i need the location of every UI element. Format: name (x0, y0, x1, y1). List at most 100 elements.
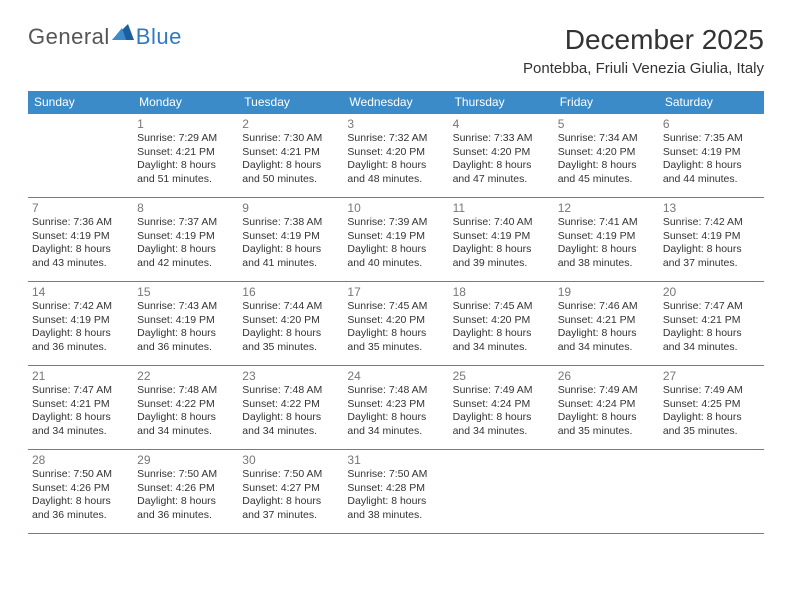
day-number: 3 (347, 117, 444, 131)
calendar-day-cell: 6Sunrise: 7:35 AMSunset: 4:19 PMDaylight… (659, 114, 764, 198)
sunset-line: Sunset: 4:20 PM (558, 146, 655, 160)
weekday-header: Saturday (659, 91, 764, 114)
daylight-line: Daylight: 8 hours and 48 minutes. (347, 159, 444, 186)
sunrise-line: Sunrise: 7:49 AM (663, 384, 760, 398)
calendar-day-cell: 21Sunrise: 7:47 AMSunset: 4:21 PMDayligh… (28, 366, 133, 450)
daylight-line: Daylight: 8 hours and 37 minutes. (663, 243, 760, 270)
daylight-line: Daylight: 8 hours and 36 minutes. (32, 327, 129, 354)
daylight-line: Daylight: 8 hours and 44 minutes. (663, 159, 760, 186)
sunset-line: Sunset: 4:20 PM (347, 314, 444, 328)
day-number: 20 (663, 285, 760, 299)
sunset-line: Sunset: 4:21 PM (137, 146, 234, 160)
daylight-line: Daylight: 8 hours and 34 minutes. (453, 327, 550, 354)
sunset-line: Sunset: 4:27 PM (242, 482, 339, 496)
weekday-header: Monday (133, 91, 238, 114)
sunrise-line: Sunrise: 7:47 AM (32, 384, 129, 398)
day-number: 13 (663, 201, 760, 215)
day-number: 18 (453, 285, 550, 299)
calendar-day-cell: 12Sunrise: 7:41 AMSunset: 4:19 PMDayligh… (554, 198, 659, 282)
sunrise-line: Sunrise: 7:32 AM (347, 132, 444, 146)
daylight-line: Daylight: 8 hours and 36 minutes. (137, 327, 234, 354)
calendar-day-cell: 23Sunrise: 7:48 AMSunset: 4:22 PMDayligh… (238, 366, 343, 450)
weekday-header: Sunday (28, 91, 133, 114)
calendar-day-cell: 16Sunrise: 7:44 AMSunset: 4:20 PMDayligh… (238, 282, 343, 366)
sunset-line: Sunset: 4:24 PM (453, 398, 550, 412)
sunset-line: Sunset: 4:19 PM (558, 230, 655, 244)
daylight-line: Daylight: 8 hours and 40 minutes. (347, 243, 444, 270)
sunrise-line: Sunrise: 7:46 AM (558, 300, 655, 314)
sunrise-line: Sunrise: 7:49 AM (453, 384, 550, 398)
sunrise-line: Sunrise: 7:41 AM (558, 216, 655, 230)
sunrise-line: Sunrise: 7:42 AM (663, 216, 760, 230)
day-number: 2 (242, 117, 339, 131)
day-number: 6 (663, 117, 760, 131)
sunset-line: Sunset: 4:19 PM (453, 230, 550, 244)
calendar-day-cell: 2Sunrise: 7:30 AMSunset: 4:21 PMDaylight… (238, 114, 343, 198)
calendar-day-cell (28, 114, 133, 198)
calendar-table: SundayMondayTuesdayWednesdayThursdayFrid… (28, 91, 764, 534)
sunrise-line: Sunrise: 7:38 AM (242, 216, 339, 230)
calendar-day-cell: 22Sunrise: 7:48 AMSunset: 4:22 PMDayligh… (133, 366, 238, 450)
day-number: 17 (347, 285, 444, 299)
day-number: 29 (137, 453, 234, 467)
calendar-body: 1Sunrise: 7:29 AMSunset: 4:21 PMDaylight… (28, 114, 764, 534)
sunset-line: Sunset: 4:21 PM (32, 398, 129, 412)
calendar-header-row: SundayMondayTuesdayWednesdayThursdayFrid… (28, 91, 764, 114)
calendar-day-cell: 14Sunrise: 7:42 AMSunset: 4:19 PMDayligh… (28, 282, 133, 366)
daylight-line: Daylight: 8 hours and 47 minutes. (453, 159, 550, 186)
sunset-line: Sunset: 4:19 PM (137, 230, 234, 244)
sunset-line: Sunset: 4:19 PM (242, 230, 339, 244)
daylight-line: Daylight: 8 hours and 50 minutes. (242, 159, 339, 186)
sunset-line: Sunset: 4:24 PM (558, 398, 655, 412)
daylight-line: Daylight: 8 hours and 51 minutes. (137, 159, 234, 186)
day-number: 1 (137, 117, 234, 131)
day-number: 9 (242, 201, 339, 215)
sunrise-line: Sunrise: 7:36 AM (32, 216, 129, 230)
weekday-header: Wednesday (343, 91, 448, 114)
daylight-line: Daylight: 8 hours and 38 minutes. (347, 495, 444, 522)
sunrise-line: Sunrise: 7:37 AM (137, 216, 234, 230)
calendar-day-cell: 20Sunrise: 7:47 AMSunset: 4:21 PMDayligh… (659, 282, 764, 366)
daylight-line: Daylight: 8 hours and 37 minutes. (242, 495, 339, 522)
calendar-week-row: 14Sunrise: 7:42 AMSunset: 4:19 PMDayligh… (28, 282, 764, 366)
logo-text-blue: Blue (136, 24, 182, 50)
calendar-week-row: 28Sunrise: 7:50 AMSunset: 4:26 PMDayligh… (28, 450, 764, 534)
calendar-day-cell: 15Sunrise: 7:43 AMSunset: 4:19 PMDayligh… (133, 282, 238, 366)
calendar-day-cell: 8Sunrise: 7:37 AMSunset: 4:19 PMDaylight… (133, 198, 238, 282)
calendar-day-cell: 18Sunrise: 7:45 AMSunset: 4:20 PMDayligh… (449, 282, 554, 366)
sunset-line: Sunset: 4:28 PM (347, 482, 444, 496)
day-number: 14 (32, 285, 129, 299)
weekday-header: Friday (554, 91, 659, 114)
sunrise-line: Sunrise: 7:34 AM (558, 132, 655, 146)
daylight-line: Daylight: 8 hours and 34 minutes. (347, 411, 444, 438)
day-number: 7 (32, 201, 129, 215)
daylight-line: Daylight: 8 hours and 43 minutes. (32, 243, 129, 270)
day-number: 24 (347, 369, 444, 383)
day-number: 22 (137, 369, 234, 383)
sunrise-line: Sunrise: 7:42 AM (32, 300, 129, 314)
calendar-day-cell: 19Sunrise: 7:46 AMSunset: 4:21 PMDayligh… (554, 282, 659, 366)
sunset-line: Sunset: 4:22 PM (137, 398, 234, 412)
calendar-day-cell (449, 450, 554, 534)
sunset-line: Sunset: 4:20 PM (453, 314, 550, 328)
daylight-line: Daylight: 8 hours and 41 minutes. (242, 243, 339, 270)
sunrise-line: Sunrise: 7:45 AM (347, 300, 444, 314)
weekday-header: Thursday (449, 91, 554, 114)
daylight-line: Daylight: 8 hours and 34 minutes. (242, 411, 339, 438)
sunrise-line: Sunrise: 7:29 AM (137, 132, 234, 146)
day-number: 23 (242, 369, 339, 383)
calendar-day-cell (659, 450, 764, 534)
calendar-day-cell: 3Sunrise: 7:32 AMSunset: 4:20 PMDaylight… (343, 114, 448, 198)
sunrise-line: Sunrise: 7:50 AM (137, 468, 234, 482)
day-number: 31 (347, 453, 444, 467)
daylight-line: Daylight: 8 hours and 34 minutes. (137, 411, 234, 438)
daylight-line: Daylight: 8 hours and 45 minutes. (558, 159, 655, 186)
calendar-day-cell: 11Sunrise: 7:40 AMSunset: 4:19 PMDayligh… (449, 198, 554, 282)
sunset-line: Sunset: 4:20 PM (453, 146, 550, 160)
calendar-day-cell: 29Sunrise: 7:50 AMSunset: 4:26 PMDayligh… (133, 450, 238, 534)
sunset-line: Sunset: 4:19 PM (32, 314, 129, 328)
logo-triangle-icon (112, 24, 134, 45)
calendar-week-row: 1Sunrise: 7:29 AMSunset: 4:21 PMDaylight… (28, 114, 764, 198)
calendar-day-cell: 27Sunrise: 7:49 AMSunset: 4:25 PMDayligh… (659, 366, 764, 450)
sunset-line: Sunset: 4:19 PM (32, 230, 129, 244)
